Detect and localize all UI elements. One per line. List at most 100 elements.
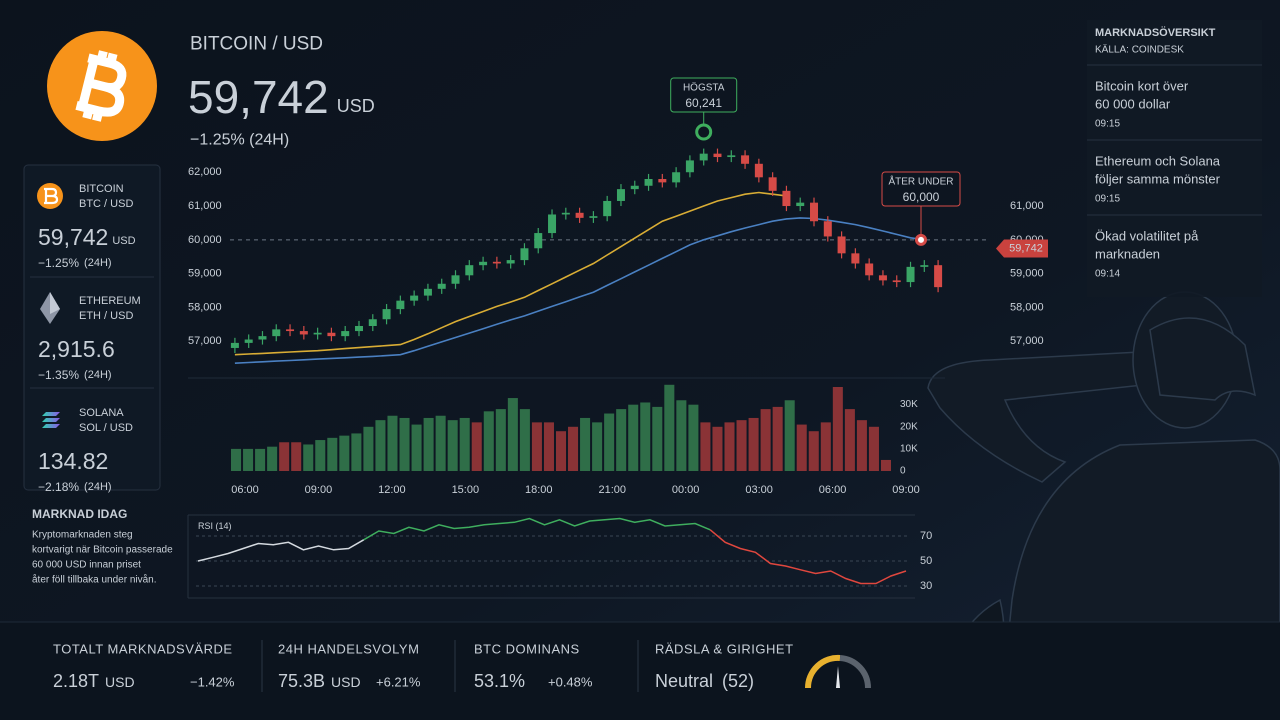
- candle-body: [878, 275, 887, 281]
- x-tick-label: 06:00: [231, 484, 259, 496]
- volume-bar: [519, 409, 530, 471]
- candle-body: [713, 153, 722, 158]
- volume-bar: [267, 446, 278, 471]
- asset-change: −1.35%: [38, 368, 79, 382]
- volume-bar: [736, 420, 747, 471]
- candle-body: [699, 153, 708, 161]
- annotation-pin: [915, 233, 927, 246]
- x-tick-label: 06:00: [819, 484, 847, 496]
- candle-body: [286, 329, 295, 332]
- stat-value: 75.3B: [278, 671, 325, 691]
- moving-average: [234, 191, 787, 356]
- candle-body: [423, 288, 432, 296]
- news-headline: 60 000 dollar: [1095, 97, 1171, 112]
- candle-body: [520, 248, 529, 261]
- candle-body: [410, 295, 419, 301]
- volume-bar: [568, 426, 579, 471]
- volume-bar: [243, 448, 254, 471]
- volume-bar: [784, 400, 795, 471]
- candle-body: [672, 172, 681, 183]
- news-time: 09:15: [1095, 194, 1120, 205]
- asset-icon: [42, 418, 60, 422]
- asset-name: SOLANA: [79, 407, 124, 419]
- y-tick-label: 60,000: [188, 234, 222, 246]
- volume-bar: [279, 442, 290, 471]
- volume-bar: [231, 448, 242, 471]
- candle-body: [658, 179, 667, 183]
- candle-body: [920, 265, 929, 267]
- last-price-label: 59,742: [1009, 243, 1043, 255]
- volume-bar: [351, 433, 362, 471]
- candle-body: [630, 185, 639, 190]
- stat-change: +6.21%: [376, 675, 421, 690]
- volume-bar: [712, 426, 723, 471]
- annotation-value: 60,241: [685, 96, 722, 110]
- volume-bar: [303, 444, 314, 471]
- volume-bar: [748, 417, 759, 471]
- candle-body: [782, 190, 791, 207]
- annotation-box: [670, 77, 738, 113]
- candle-body: [754, 163, 763, 178]
- asset-pair: BTC / USD: [79, 198, 133, 210]
- volume-bar: [592, 422, 603, 471]
- y-tick-label: 50: [920, 555, 932, 567]
- x-tick-label: 09:00: [305, 484, 333, 496]
- candle-body: [644, 179, 653, 186]
- stat-currency: USD: [105, 674, 135, 690]
- candle-body: [341, 331, 350, 337]
- news-title: MARKNADSÖVERSIKT: [1095, 26, 1216, 39]
- gauge-rest: [839, 655, 872, 689]
- market-today-line: åter föll tillbaka under nivån.: [32, 574, 157, 586]
- volume-bar: [628, 404, 639, 471]
- candle-body: [492, 261, 501, 264]
- x-tick-label: 15:00: [452, 484, 480, 496]
- price-change: −1.25% (24H): [190, 132, 289, 149]
- candle-body: [823, 221, 832, 237]
- volume-bar: [700, 422, 711, 471]
- candle-body: [244, 339, 253, 343]
- candle-body: [685, 160, 694, 173]
- annotation-box: [881, 171, 961, 207]
- candle-body: [327, 332, 336, 337]
- y-tick-label: 20K: [900, 421, 918, 432]
- volume-bar: [688, 404, 699, 471]
- news-headline: Ökad volatilitet på: [1095, 229, 1199, 244]
- candle-body: [906, 266, 915, 283]
- y2-tick-label: 58,000: [1010, 301, 1044, 313]
- volume-bar: [772, 406, 783, 471]
- x-tick-label: 03:00: [745, 484, 773, 496]
- fear-greed-gauge: [804, 654, 872, 689]
- asset-change: −2.18%: [38, 480, 79, 494]
- stat-value: 2.18T: [53, 671, 99, 691]
- volume-bar: [375, 420, 386, 471]
- candle-body: [437, 283, 446, 289]
- asset-period: (24H): [84, 369, 112, 381]
- price-currency: USD: [337, 96, 375, 116]
- volume-bar: [291, 442, 302, 471]
- volume-bar: [435, 415, 446, 471]
- volume-bar: [483, 411, 494, 471]
- x-tick-label: 00:00: [672, 484, 700, 496]
- arm: [927, 351, 1158, 483]
- annotation-label: HÖGSTA: [683, 82, 725, 94]
- y-tick-label: 30K: [900, 399, 918, 410]
- volume-bar: [255, 448, 266, 471]
- rsi-title: RSI (14): [198, 521, 232, 531]
- annotation-pin: [695, 123, 713, 141]
- hand: [1149, 317, 1257, 401]
- asset-panel: [23, 164, 161, 491]
- candle-body: [589, 216, 598, 218]
- y-tick-label: 59,000: [188, 268, 222, 280]
- volume-bar: [832, 387, 843, 471]
- y-tick-label: 70: [920, 530, 932, 542]
- asset-currency: USD: [112, 235, 135, 247]
- last-price-tag: [996, 239, 1048, 258]
- stat-score: (52): [722, 671, 754, 691]
- candle-body: [561, 212, 570, 215]
- asset-period: (24H): [84, 481, 112, 493]
- volume-bar: [640, 402, 651, 471]
- volume-bar: [676, 400, 687, 471]
- volume-bar: [363, 426, 374, 471]
